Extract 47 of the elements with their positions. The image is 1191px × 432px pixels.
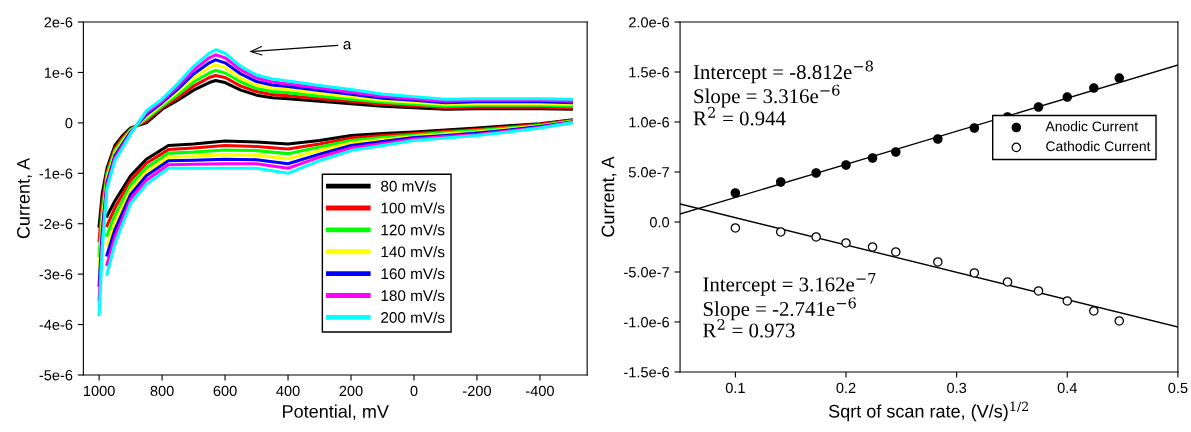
x-tick-label: 0 xyxy=(410,385,418,397)
y-tick-label: 1e-6 xyxy=(44,67,73,78)
y-tick-label: -1e-6 xyxy=(39,168,73,179)
x-tick-label: 400 xyxy=(276,385,300,397)
annotation: Intercept = 3.162e$^{−7}$ xyxy=(703,273,876,296)
x-tick-label: 0.5 xyxy=(1168,382,1188,394)
y-axis-title: Current, A xyxy=(601,156,617,237)
x-tick-label: 0.3 xyxy=(947,382,967,394)
x-tick-label: -200 xyxy=(463,385,491,397)
x-tick-label: 200 xyxy=(339,385,363,397)
annotation: Slope = -2.741e$^{−6}$ xyxy=(703,297,856,321)
y-tick-label: -4e-6 xyxy=(39,319,73,330)
legend-label: 100 mV/s xyxy=(381,202,445,214)
x-axis-title: Potential, mV xyxy=(283,404,389,420)
x-tick-label: 0.2 xyxy=(836,382,856,394)
legend-label: 160 mV/s xyxy=(381,267,445,280)
legend-label: Cathodic Current xyxy=(1046,140,1151,152)
legend-label: Anodic Current xyxy=(1045,121,1139,132)
x-axis-title: Sqrt of scan rate, (V/s)$^{1/2}$ xyxy=(828,401,1029,422)
x-tick-label: -400 xyxy=(525,385,554,397)
annotation: Intercept = -8.812e$^{−8}$ xyxy=(693,60,873,84)
x-tick-label: 0.1 xyxy=(725,382,745,394)
legend-label: 80 mV/s xyxy=(381,180,436,192)
legend-label: 120 mV/s xyxy=(381,224,445,236)
y-tick-label: 2.0e-6 xyxy=(629,17,670,28)
y-tick-label: -1.0e-6 xyxy=(624,317,670,328)
x-tick-label: 600 xyxy=(213,385,237,397)
x-tick-label: 800 xyxy=(150,385,174,397)
y-axis-title: Current, A xyxy=(17,157,32,239)
y-tick-label: 5.0e-7 xyxy=(628,167,669,178)
y-tick-label: 1.0e-6 xyxy=(629,117,670,128)
y-tick-label: -1.5e-6 xyxy=(624,367,670,378)
x-tick-label: 0.4 xyxy=(1057,382,1077,394)
legend-label: 200 mV/s xyxy=(381,311,445,323)
y-tick-label: -2e-6 xyxy=(39,218,73,230)
x-tick-label: 1000 xyxy=(84,385,115,397)
legend-label: 180 mV/s xyxy=(381,289,445,302)
annotation: Slope = 3.316e$^{−6}$ xyxy=(694,84,840,108)
y-tick-label: 2e-6 xyxy=(44,17,73,28)
y-tick-label: -5e-6 xyxy=(39,370,73,381)
y-tick-label: 0 xyxy=(65,117,73,129)
y-tick-label: 0.0 xyxy=(649,217,670,228)
y-tick-label: -3e-6 xyxy=(39,269,73,280)
y-tick-label: 1.5e-6 xyxy=(629,67,670,78)
y-tick-label: -5.0e-7 xyxy=(624,267,669,278)
annotation: a xyxy=(343,41,352,50)
legend-label: 140 mV/s xyxy=(381,246,445,258)
